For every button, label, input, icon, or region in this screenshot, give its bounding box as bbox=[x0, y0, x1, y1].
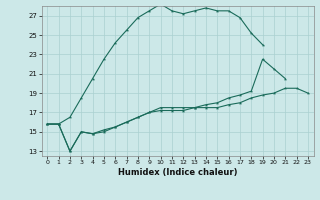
X-axis label: Humidex (Indice chaleur): Humidex (Indice chaleur) bbox=[118, 168, 237, 177]
